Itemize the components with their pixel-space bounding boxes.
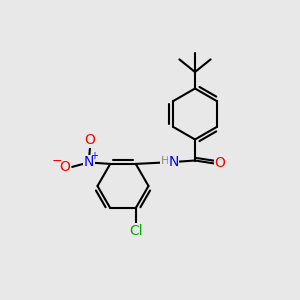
- Text: H: H: [161, 155, 169, 166]
- Text: −: −: [51, 155, 62, 168]
- Text: O: O: [85, 133, 96, 147]
- Text: O: O: [59, 160, 70, 174]
- Text: Cl: Cl: [129, 224, 142, 238]
- Text: O: O: [214, 157, 225, 170]
- Text: N: N: [83, 155, 94, 170]
- Text: +: +: [90, 151, 98, 161]
- Text: N: N: [168, 155, 178, 169]
